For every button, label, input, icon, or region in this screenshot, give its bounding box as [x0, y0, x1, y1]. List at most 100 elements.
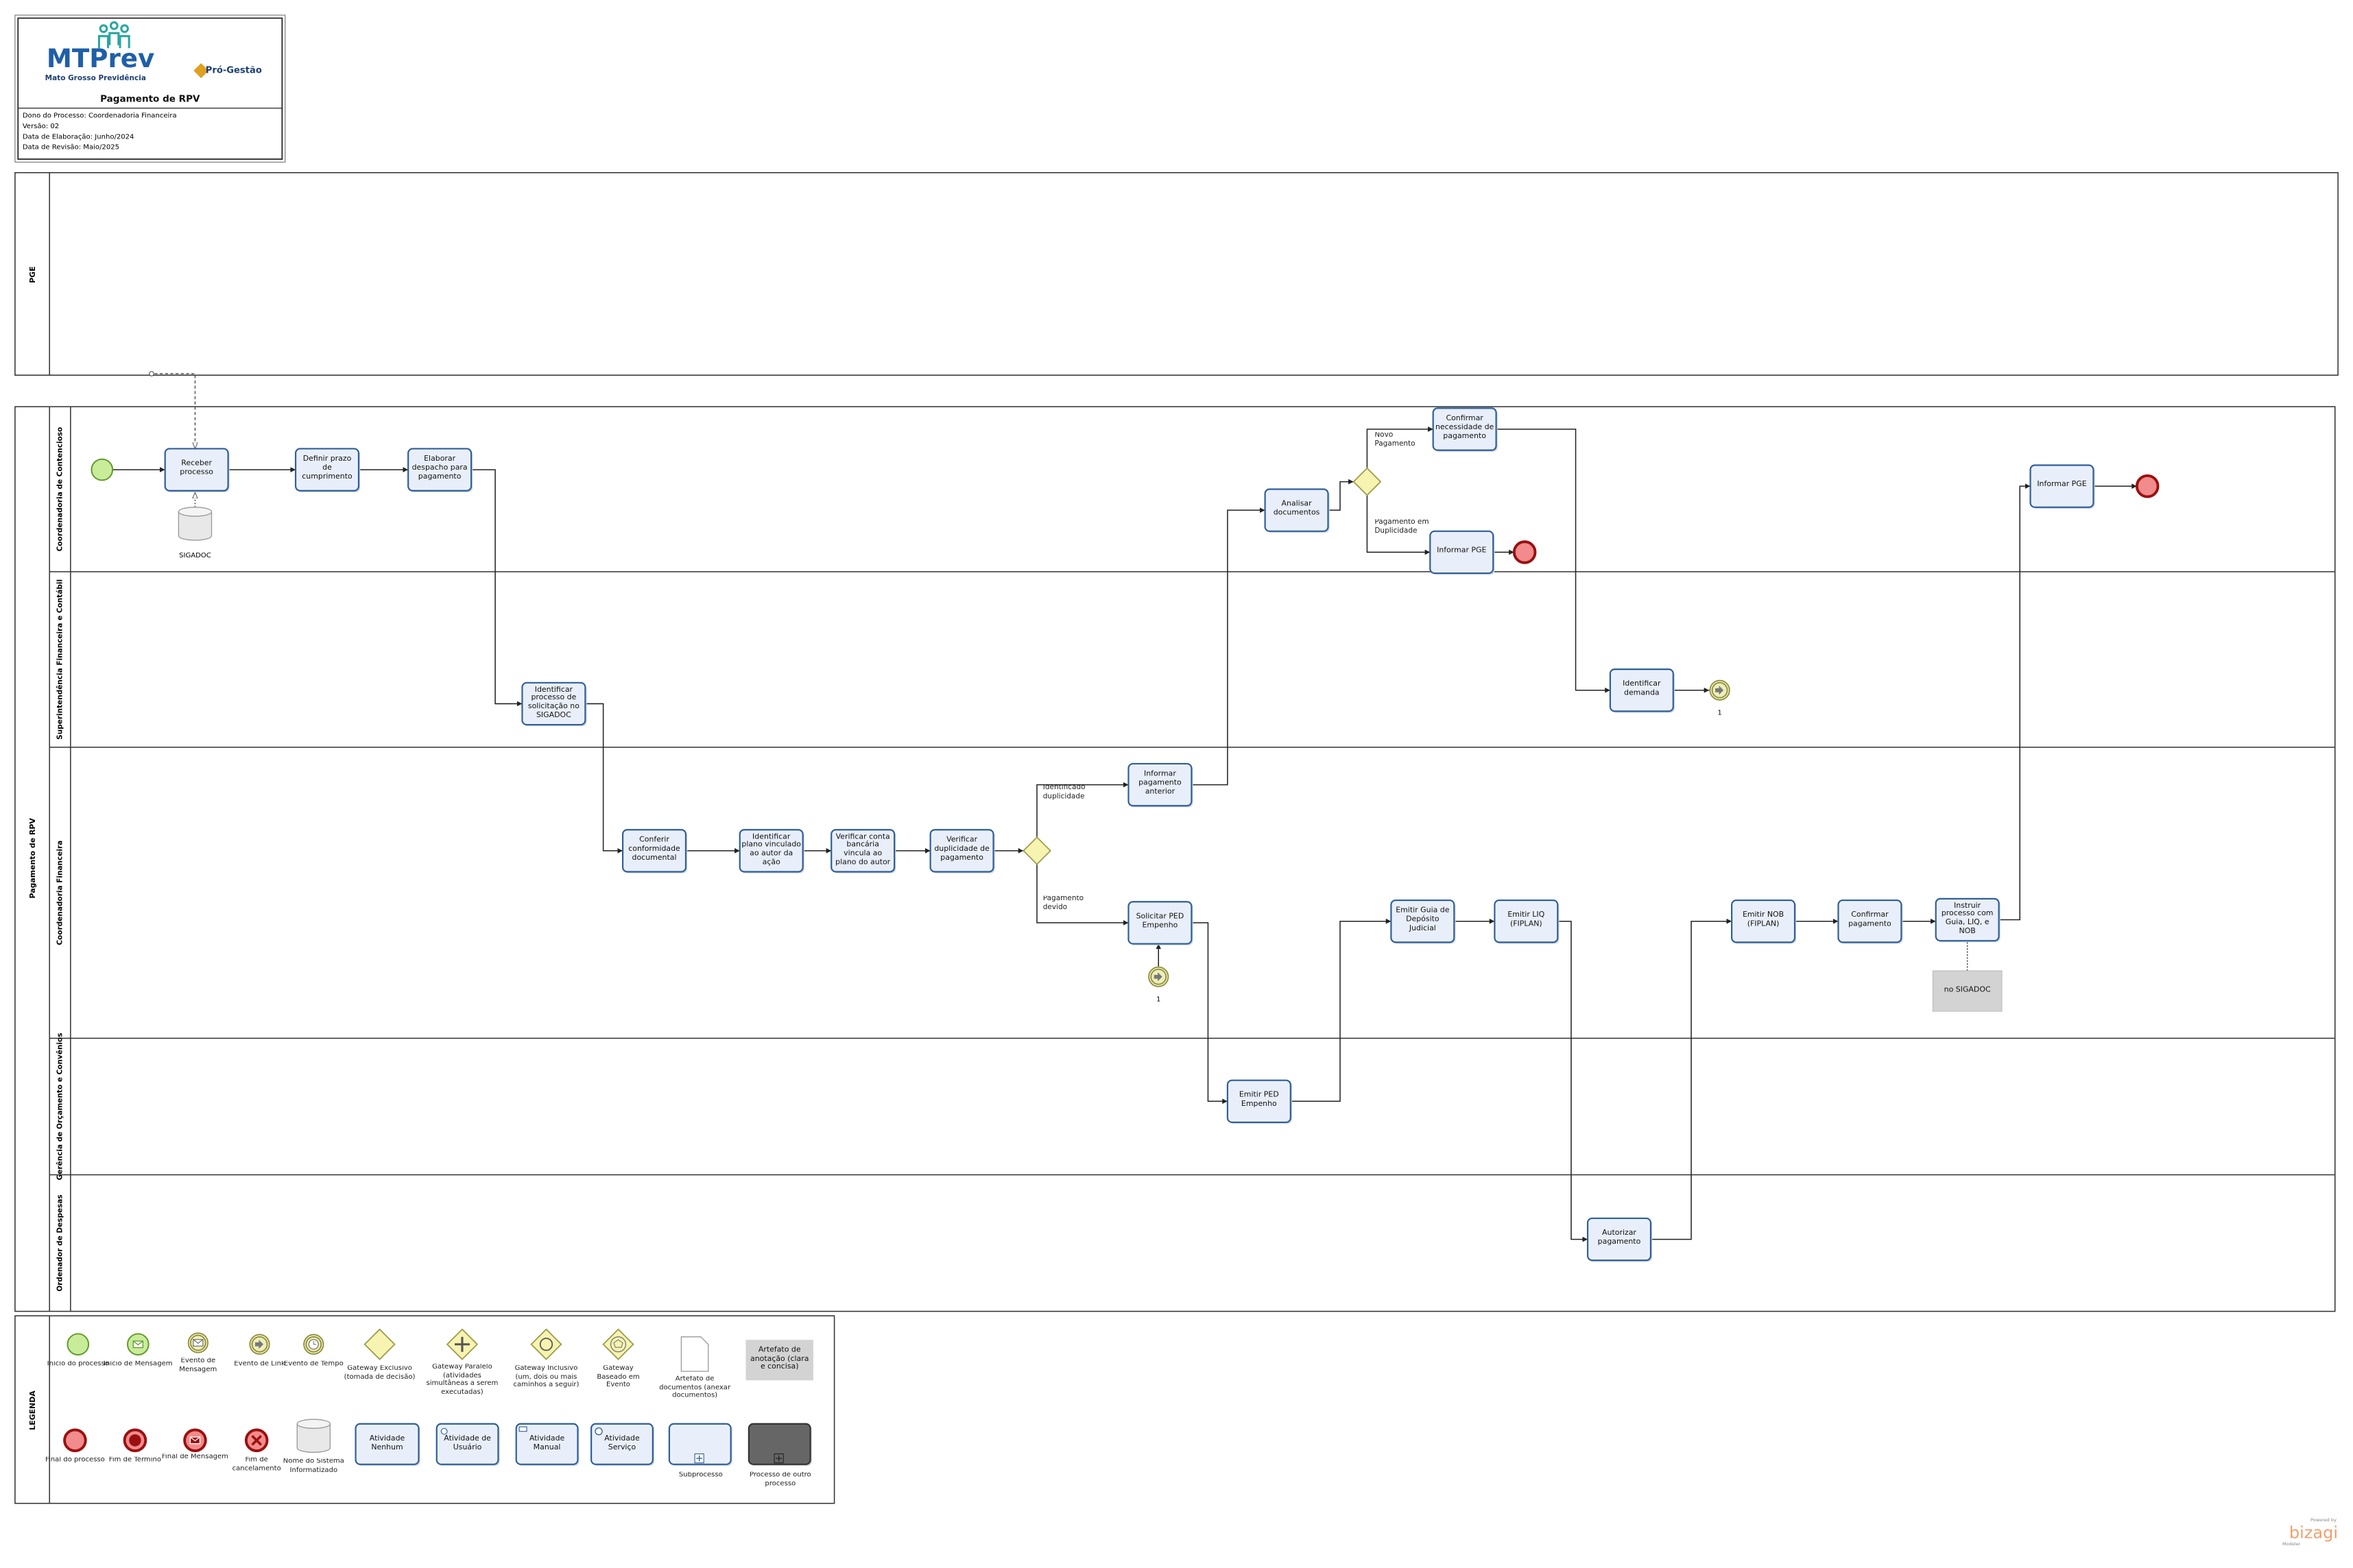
task-label: Instruir processo com Guia, LIQ, e NOB	[1941, 901, 1994, 937]
task-label-box: Informar PGE	[2037, 481, 2086, 490]
pool-pge	[14, 172, 2339, 376]
gateway-label: Novo Pagamento	[1374, 432, 1416, 449]
sequence-flow	[1557, 920, 1588, 1242]
legend-label-box: Nome do Sistema Informatizado	[283, 1458, 344, 1474]
message-flow	[154, 373, 195, 449]
task	[1390, 899, 1455, 943]
legend-label: Gateway Inclusivo (um, dois ou mais cami…	[513, 1365, 580, 1390]
legend-label: Gateway Baseado em Evento	[597, 1365, 640, 1390]
legend-activity	[590, 1423, 654, 1465]
legend-label: Final de Mensagem	[161, 1454, 229, 1462]
task-label-box: Emitir PED Empenho	[1239, 1091, 1279, 1109]
task-label: Identificar processo de solicitação no S…	[527, 685, 580, 720]
header-info: Data de Revisão: Maio/2025	[23, 144, 119, 152]
task-label: Informar pagamento anterior	[1138, 770, 1182, 797]
gateway-label-box: Novo Pagamento	[1374, 432, 1416, 449]
task-label-box: Emitir Guia de Depósito Judicial	[1396, 907, 1449, 933]
exclusive-gateway	[363, 1328, 396, 1360]
header-info: Versão: 02	[23, 123, 59, 130]
legend-activity-label-box: Atividade de Usuário	[444, 1434, 491, 1451]
annotation-artifact	[745, 1340, 813, 1381]
user-icon	[440, 1427, 448, 1435]
task-label-box: Confirmar pagamento	[1848, 911, 1891, 928]
task-label: Verificar duplicidade de pagamento	[934, 836, 990, 863]
annotation-text-box: no SIGADOC	[1944, 985, 1991, 995]
message-flow-start	[149, 371, 154, 376]
task-label-box: Definir prazo de cumprimento	[302, 455, 353, 482]
legend-activity	[435, 1423, 499, 1465]
system-store	[296, 1423, 331, 1453]
gateway	[1352, 467, 1382, 496]
system-store	[296, 1419, 331, 1429]
sequence-flow	[1366, 426, 1433, 468]
terminate-icon	[129, 1434, 141, 1447]
sequence-flow	[1190, 507, 1265, 786]
annotation-text: no SIGADOC	[1944, 985, 1991, 995]
cancel-icon	[251, 1435, 262, 1446]
lane-label: Gerência de Orçamento e Convênios	[56, 1033, 64, 1181]
gateway-label-box: Identificado duplicidade	[1042, 784, 1086, 802]
gateway-label: Identificado duplicidade	[1042, 784, 1086, 802]
legend-label: Fim de cancelamento	[232, 1456, 281, 1473]
legend-activity-label: Atividade Nenhum	[369, 1434, 405, 1452]
legend-activity-label-box: Atividade Serviço	[604, 1434, 640, 1452]
task-label: Definir prazo de cumprimento	[302, 455, 353, 482]
lane-label: Superintendência Financeira e Contábil	[56, 579, 64, 740]
legend-label-box: Evento de Link	[234, 1360, 285, 1368]
task-label-box: Verificar duplicidade de pagamento	[934, 836, 990, 863]
task-label: Identificar demanda	[1623, 679, 1661, 698]
start-event	[91, 458, 114, 481]
legend-label: Evento de Link	[234, 1360, 285, 1368]
task-label-box: Elaborar despacho para pagamento	[412, 455, 468, 481]
sequence-flow	[469, 469, 523, 707]
sequence-flow	[584, 703, 623, 854]
envelope-flap	[190, 1436, 200, 1442]
task	[1226, 1079, 1291, 1124]
task-label-box: Informar PGE	[1437, 546, 1487, 556]
gateway-label: Pagamento em Duplicidade	[1374, 519, 1429, 536]
service-icon	[595, 1427, 603, 1436]
lane-label: Coordenadoria de Contencioso	[56, 427, 64, 552]
link-icon	[254, 1340, 264, 1349]
task	[1586, 1217, 1652, 1262]
legend-label-box: Gateway Paralelo (atividades simultâneas…	[426, 1364, 498, 1396]
task	[1429, 530, 1494, 575]
message-event	[190, 1334, 206, 1351]
header-border	[17, 17, 283, 160]
legend-activity-label: Atividade Serviço	[604, 1434, 640, 1452]
task	[739, 829, 804, 873]
legend-label: Início do processo	[47, 1360, 109, 1368]
legend-label-box: Artefato de documentos (anexar documento…	[659, 1375, 731, 1400]
event-gateway	[602, 1328, 634, 1360]
task-label-box: Instruir processo com Guia, LIQ, e NOB	[1941, 901, 1994, 937]
legend-label-box: Evento de Mensagem	[179, 1358, 217, 1373]
task-label-box: Confirmar necessidade de pagamento	[1435, 415, 1494, 441]
partner-logo: Pró-Gestão	[206, 66, 262, 76]
sequence-flow	[1036, 782, 1129, 838]
manual-icon	[518, 1426, 527, 1432]
task-label-box: Autorizar pagamento	[1597, 1229, 1641, 1247]
legend-label: Fim de Término	[108, 1456, 162, 1464]
event-icon	[610, 1336, 627, 1353]
data-store-label: SIGADOC	[179, 552, 211, 559]
legend-label: Artefato de documentos (anexar documento…	[659, 1375, 731, 1400]
sequence-flow	[1998, 483, 2031, 921]
lane-label: Ordenador de Despesas	[56, 1194, 64, 1291]
process-title: Pagamento de RPV	[100, 94, 200, 105]
task-label: Autorizar pagamento	[1597, 1229, 1641, 1247]
legend-label-box: Artefato de anotação (clara e concisa)	[750, 1346, 809, 1372]
task	[1609, 668, 1674, 712]
data-store	[178, 511, 213, 541]
task-label-box: Receber processo	[180, 460, 213, 477]
logo: MTPrev	[47, 43, 154, 73]
end-event	[1512, 540, 1537, 564]
task-label-box: Emitir LIQ (FIPLAN)	[1507, 911, 1544, 928]
task-label-box: Emitir NOB (FIPLAN)	[1743, 911, 1784, 928]
link-label: 1	[1717, 710, 1721, 717]
task-label: Informar PGE	[1437, 546, 1487, 556]
legend-label: Subprocesso	[678, 1471, 723, 1480]
task-label-box: Identificar plano vinculado ao autor da …	[741, 832, 801, 867]
header-info: Dono do Processo: Coordenadoria Financei…	[23, 112, 177, 120]
pool-label: PGE	[28, 266, 37, 282]
